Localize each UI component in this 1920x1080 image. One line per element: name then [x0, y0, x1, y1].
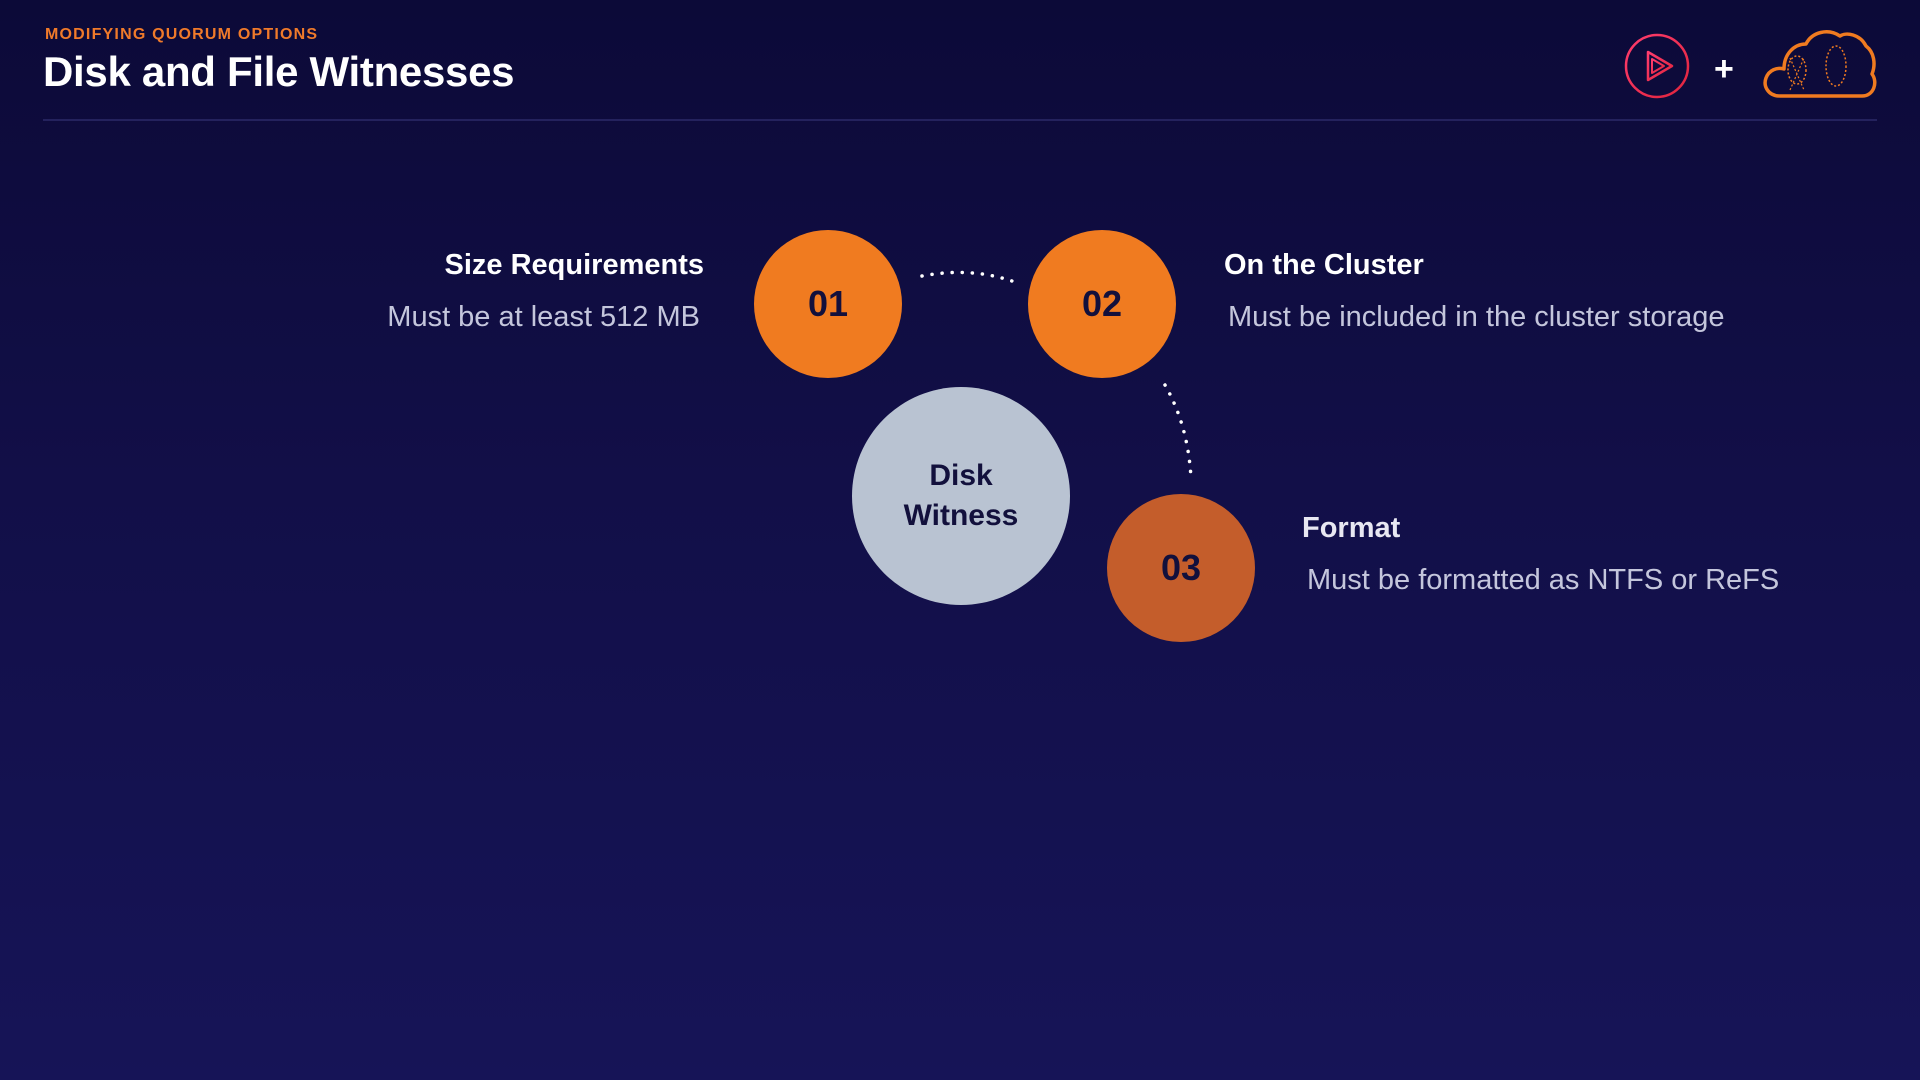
step-01-description: Must be at least 512 MB	[387, 301, 700, 333]
center-disk-witness: Disk Witness	[852, 387, 1070, 605]
plus-sign: +	[1714, 50, 1734, 88]
cloud-logo-icon	[1763, 30, 1877, 98]
center-label-line1: Disk	[929, 459, 993, 493]
step-03-title: Format	[1302, 512, 1401, 544]
step-02-circle: 02	[1028, 230, 1176, 378]
connector-01-02	[920, 270, 1022, 286]
step-02-title: On the Cluster	[1224, 249, 1424, 281]
connector-02-03	[1163, 383, 1193, 480]
step-01-circle: 01	[754, 230, 902, 378]
play-logo-icon	[1624, 33, 1690, 99]
step-01-title: Size Requirements	[444, 249, 704, 281]
step-02-description: Must be included in the cluster storage	[1228, 301, 1725, 333]
step-03-circle: 03	[1107, 494, 1255, 642]
header-divider	[43, 119, 1877, 121]
center-label-line2: Witness	[903, 499, 1019, 532]
page-title: Disk and File Witnesses	[43, 48, 515, 95]
step-03-description: Must be formatted as NTFS or ReFS	[1307, 564, 1780, 596]
eyebrow-label: MODIFYING QUORUM OPTIONS	[45, 26, 319, 43]
